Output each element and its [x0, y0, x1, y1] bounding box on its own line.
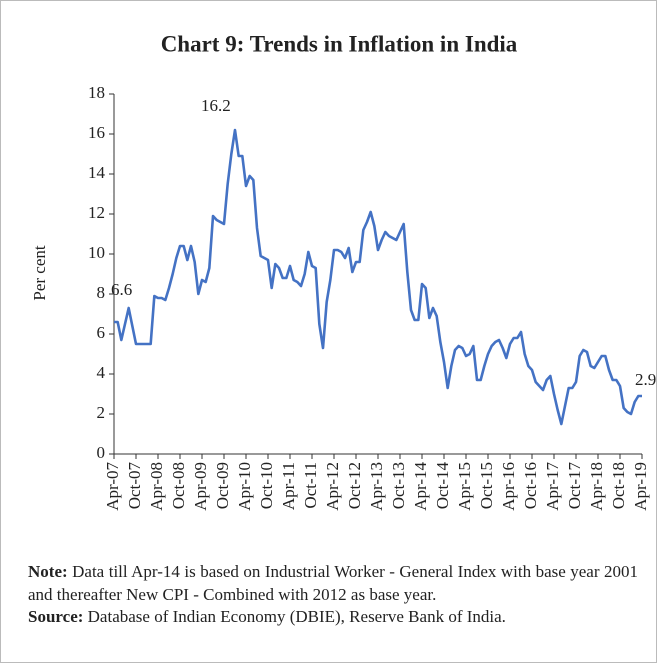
y-tick-label: 16 [88, 123, 105, 142]
y-tick-label: 8 [97, 283, 106, 302]
x-tick-label: Apr-13 [367, 462, 386, 511]
footnote: Note: Data till Apr-14 is based on Indus… [28, 561, 638, 629]
annotation: 16.2 [201, 96, 231, 115]
chart-title: Chart 9: Trends in Inflation in India [161, 31, 518, 56]
y-tick-label: 2 [97, 403, 106, 422]
y-tick-label: 0 [97, 443, 106, 462]
x-tick-label: Oct-09 [213, 462, 232, 509]
y-tick-label: 18 [88, 83, 105, 102]
source: Source: Database of Indian Economy (DBIE… [28, 606, 638, 629]
x-tick-label: Oct-14 [433, 462, 452, 510]
x-tick-label: Apr-08 [147, 462, 166, 511]
x-tick-label: Oct-10 [257, 462, 276, 509]
x-tick-label: Oct-07 [125, 462, 144, 510]
source-label: Source: [28, 607, 84, 626]
chart: Chart 9: Trends in Inflation in India Pe… [30, 31, 656, 511]
note: Note: Data till Apr-14 is based on Indus… [28, 561, 638, 606]
y-axis-label: Per cent [30, 245, 49, 301]
source-text: Database of Indian Economy (DBIE), Reser… [87, 607, 506, 626]
annotation: 2.9 [635, 370, 656, 389]
x-tick-label: Apr-10 [235, 462, 254, 511]
x-tick-label: Apr-09 [191, 462, 210, 511]
x-tick-label: Apr-11 [279, 462, 298, 510]
line-series [114, 128, 642, 426]
x-tick-label: Apr-18 [587, 462, 606, 511]
x-tick-label: Apr-19 [631, 462, 650, 511]
x-tick-label: Oct-16 [521, 462, 540, 509]
x-tick-label: Apr-12 [323, 462, 342, 511]
x-tick-label: Oct-08 [169, 462, 188, 509]
y-tick-label: 6 [97, 323, 106, 342]
x-tick-label: Apr-07 [103, 462, 122, 511]
x-tick-label: Apr-17 [543, 462, 562, 511]
x-tick-label: Oct-17 [565, 462, 584, 510]
annotation: 6.6 [111, 280, 132, 299]
x-tick-label: Oct-12 [345, 462, 364, 509]
note-label: Note: [28, 562, 68, 581]
x-tick-label: Apr-15 [455, 462, 474, 511]
x-tick-label: Oct-18 [609, 462, 628, 509]
x-tick-label: Oct-13 [389, 462, 408, 509]
y-tick-label: 14 [88, 163, 106, 182]
x-tick-label: Apr-14 [411, 462, 430, 511]
x-tick-label: Apr-16 [499, 462, 518, 511]
y-tick-label: 4 [97, 363, 106, 382]
note-text: Data till Apr-14 is based on Industrial … [28, 562, 639, 604]
y-tick-label: 12 [88, 203, 105, 222]
x-tick-label: Oct-15 [477, 462, 496, 509]
y-tick-label: 10 [88, 243, 105, 262]
x-tick-label: Oct-11 [301, 462, 320, 509]
